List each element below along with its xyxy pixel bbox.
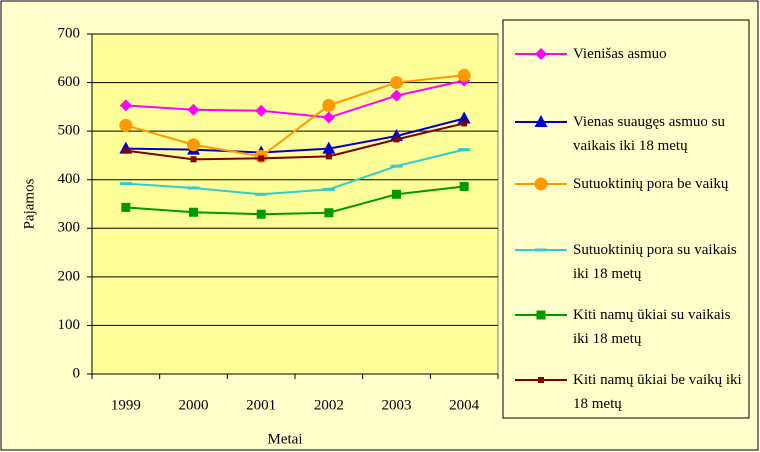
marker xyxy=(461,120,468,127)
marker xyxy=(535,48,547,60)
marker xyxy=(189,207,198,217)
marker xyxy=(457,111,471,124)
legend-label: Sutuoktinių pora be vaikų xyxy=(573,176,729,192)
series-line xyxy=(125,79,465,119)
marker xyxy=(255,104,268,117)
marker xyxy=(187,186,200,190)
y-tick-label: 400 xyxy=(58,171,81,187)
x-tick-label: 2002 xyxy=(314,397,344,413)
legend-label: Kiti namų ūkiai su vaikais iki 18 metų xyxy=(573,307,731,347)
marker xyxy=(255,192,268,196)
series-line xyxy=(125,117,465,154)
marker xyxy=(393,136,400,143)
marker xyxy=(258,155,265,162)
y-tick-label: 300 xyxy=(58,220,81,236)
marker xyxy=(324,208,334,218)
marker xyxy=(392,189,401,199)
y-tick-label: 100 xyxy=(58,317,81,333)
marker xyxy=(322,98,336,112)
y-tick-label: 200 xyxy=(58,268,81,284)
y-axis-label: Pajamos xyxy=(21,178,37,229)
marker xyxy=(458,148,471,152)
legend-label: Vienas suaugęs asmuo su vaikais iki 18 m… xyxy=(573,114,725,154)
series-line xyxy=(125,148,465,196)
marker xyxy=(459,182,469,192)
marker xyxy=(322,187,335,191)
y-tick-label: 600 xyxy=(58,74,81,90)
marker xyxy=(119,99,132,112)
legend-label: Kiti namų ūkiai be vaikų iki 18 metų xyxy=(573,372,742,412)
marker xyxy=(534,177,548,191)
legend-label: Sutuoktinių pora su vaikais iki 18 metų xyxy=(573,242,737,282)
marker xyxy=(390,164,403,168)
legend-box xyxy=(502,19,750,419)
x-tick-label: 2001 xyxy=(246,397,276,413)
y-tick-label: 500 xyxy=(58,123,81,139)
series-line xyxy=(125,185,465,216)
x-tick-label: 1999 xyxy=(111,397,141,413)
series-line xyxy=(125,74,465,158)
marker xyxy=(534,115,548,127)
y-tick-label: 700 xyxy=(58,25,81,41)
marker xyxy=(325,153,332,160)
legend-label: Vienišas asmuo xyxy=(573,46,667,62)
marker xyxy=(536,310,546,320)
marker xyxy=(190,156,197,163)
marker xyxy=(122,147,129,154)
marker xyxy=(256,209,266,219)
marker xyxy=(390,76,403,90)
marker xyxy=(121,202,131,212)
marker xyxy=(119,182,132,186)
marker xyxy=(457,68,471,82)
marker xyxy=(390,89,403,102)
marker xyxy=(535,248,547,252)
marker xyxy=(187,103,200,116)
marker xyxy=(187,138,200,152)
marker xyxy=(119,118,133,132)
x-axis-label: Metai xyxy=(268,431,303,447)
marker xyxy=(538,377,544,383)
y-tick-label: 0 xyxy=(73,365,81,381)
x-tick-label: 2000 xyxy=(179,397,209,413)
x-tick-label: 2004 xyxy=(449,397,480,413)
marker xyxy=(322,111,335,124)
marker xyxy=(322,141,336,154)
series-line xyxy=(125,122,465,161)
plot-area xyxy=(91,33,499,375)
x-tick-label: 2003 xyxy=(382,397,412,413)
